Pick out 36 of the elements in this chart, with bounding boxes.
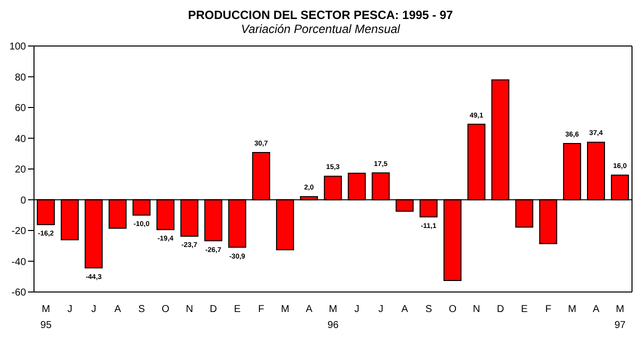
y-tick-label: 80 [14,72,26,84]
x-tick-label: E [234,304,241,315]
x-tick-label: S [425,304,432,315]
x-tick-label: M [568,304,576,315]
x-tick-label: O [162,304,170,315]
x-tick-label: M 97 [614,304,626,331]
y-tick-label: 100 [9,42,26,53]
y-tick-label: -40 [12,256,26,268]
x-tick-label: A [114,304,122,315]
x-tick-label: M 95 [40,304,52,331]
x-tick-label: S [138,304,146,315]
x-tick-label: J [67,304,72,315]
x-tick-label: D [496,304,504,315]
x-tick-label: A [401,304,408,315]
y-tick-label: -20 [12,226,26,238]
y-tick-label: -60 [12,288,26,299]
x-tick-label: A [592,304,600,315]
y-tick-label: 60 [14,103,26,114]
x-tick-label: J [378,304,384,315]
x-tick-label: E [521,304,528,315]
x-tick-label: F [258,304,264,315]
x-tick-label: M [280,304,290,315]
chart-subtitle: Variación Porcentual Mensual [240,22,402,36]
x-tick-label: M 96 [327,304,339,331]
x-tick-label: J [354,304,360,315]
x-tick-label: D [210,304,218,315]
x-tick-label: N [186,304,194,315]
x-tick-label: N [472,304,480,315]
x-tick-label: O [448,304,457,315]
y-tick-label: 20 [14,164,26,176]
x-tick-label: J [91,304,96,315]
x-tick-label: A [306,304,313,315]
chart-title: PRODUCCION DEL SECTOR PESCA: 1995 - 97 [187,8,454,22]
y-tick-label: 40 [14,134,26,145]
x-tick-label: F [545,304,552,315]
y-tick-label: 0 [20,195,26,206]
